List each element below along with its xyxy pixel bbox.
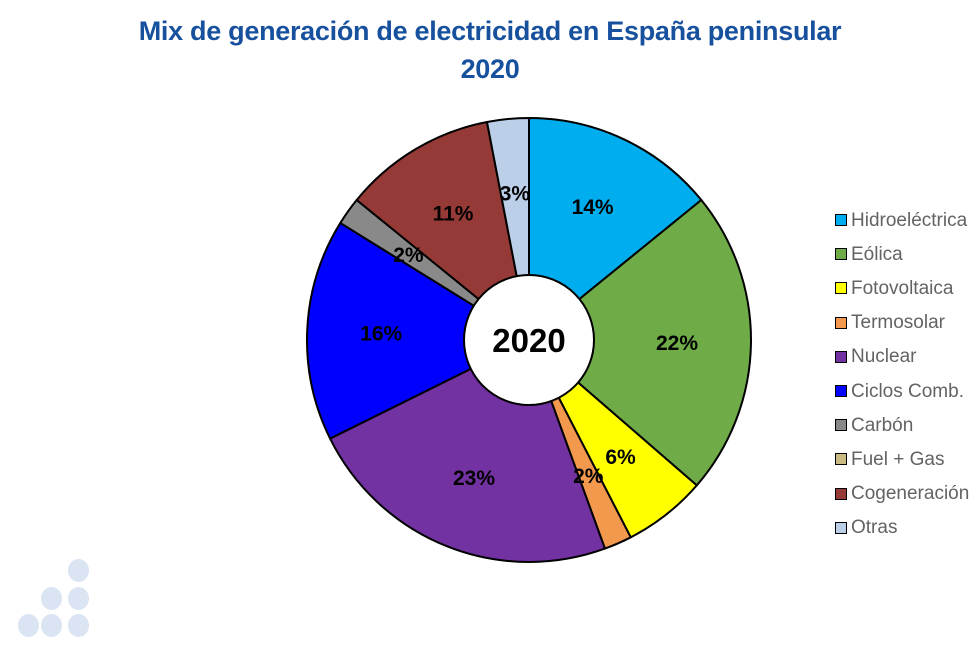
legend-item-termosolar: Termosolar	[835, 306, 969, 340]
legend-label-fotovoltaica: Fotovoltaica	[851, 277, 954, 299]
logo-dot-1	[67, 558, 89, 582]
pie-label-hidroelectrica: 14%	[572, 196, 614, 219]
legend-label-otras: Otras	[851, 517, 898, 539]
legend-item-nuclear: Nuclear	[835, 340, 969, 374]
logo-dot-3	[67, 586, 89, 610]
legend-label-nuclear: Nuclear	[851, 346, 917, 368]
pie-label-carbon: 2%	[393, 244, 424, 267]
legend-swatch-fuel-gas	[835, 453, 847, 466]
pie-label-eolica: 22%	[656, 332, 698, 355]
chart-title: Mix de generación de electricidad en Esp…	[0, 12, 980, 88]
legend-label-fuel-gas: Fuel + Gas	[851, 448, 945, 470]
legend-swatch-fotovoltaica	[835, 282, 847, 295]
pie-slice-eolica	[528, 199, 752, 487]
donut-center-label: 2020	[492, 322, 565, 359]
legend-swatch-carbon	[835, 419, 847, 432]
legend-label-carbon: Carbón	[851, 414, 914, 436]
chart-title-line1: Mix de generación de electricidad en Esp…	[138, 16, 842, 46]
legend-swatch-nuclear	[835, 350, 847, 363]
pie-slice-hidroelectrica	[528, 117, 703, 341]
legend-label-cogeneracion: Cogeneración	[851, 483, 970, 505]
legend-swatch-hidroelectrica	[835, 214, 847, 227]
legend-swatch-termosolar	[835, 316, 847, 329]
chart-title-line2: 2020	[460, 54, 520, 84]
pie-label-termosolar: 2%	[573, 465, 604, 488]
legend-swatch-cogeneracion	[835, 487, 847, 500]
legend-label-termosolar: Termosolar	[851, 312, 945, 334]
legend-item-ciclos-comb: Ciclos Comb.	[835, 374, 969, 408]
logo-dot-6	[67, 613, 89, 637]
pie-data-labels: 14%22%6%2%23%16%2%11%3%	[360, 182, 698, 490]
legend-swatch-otras	[835, 521, 847, 534]
pie-label-ciclos-comb: 16%	[360, 323, 402, 346]
legend-item-carbon: Carbón	[835, 408, 969, 442]
legend-item-hidroelectrica: Hidroeléctrica	[835, 203, 969, 237]
pie-label-otras: 3%	[500, 182, 531, 205]
legend-swatch-eolica	[835, 248, 847, 261]
logo-dot-2	[40, 586, 62, 610]
legend-item-fuel-gas: Fuel + Gas	[835, 442, 969, 476]
logo-dot-4	[17, 613, 39, 637]
legend-label-hidroelectrica: Hidroeléctrica	[851, 209, 968, 231]
legend-swatch-ciclos-comb	[835, 385, 847, 398]
chart-legend: Hidroeléctrica Eólica Fotovoltaica Termosol…	[835, 203, 969, 545]
pie-slice-cogeneracion	[355, 121, 530, 341]
donut-chart: 14%22%6%2%23%16%2%11%3% 2020	[306, 117, 752, 563]
pie-slice-ciclos-comb	[306, 221, 530, 440]
pie-label-nuclear: 23%	[453, 467, 495, 490]
legend-item-eolica: Eólica	[835, 237, 969, 271]
logo-dot-5	[40, 613, 62, 637]
legend-item-fotovoltaica: Fotovoltaica	[835, 271, 969, 305]
legend-item-cogeneracion: Cogeneración	[835, 477, 969, 511]
legend-item-otras: Otras	[835, 511, 969, 545]
pie-label-cogeneracion: 11%	[433, 203, 474, 226]
legend-label-ciclos-comb: Ciclos Comb.	[851, 380, 964, 402]
pie-label-fotovoltaica: 6%	[605, 446, 636, 469]
donut-hole	[463, 274, 595, 406]
legend-label-eolica: Eólica	[851, 243, 903, 265]
